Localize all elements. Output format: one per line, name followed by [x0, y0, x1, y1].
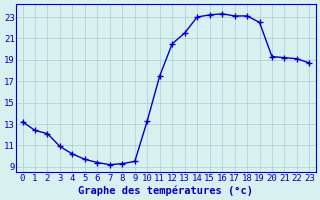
X-axis label: Graphe des températures (°c): Graphe des températures (°c)	[78, 185, 253, 196]
